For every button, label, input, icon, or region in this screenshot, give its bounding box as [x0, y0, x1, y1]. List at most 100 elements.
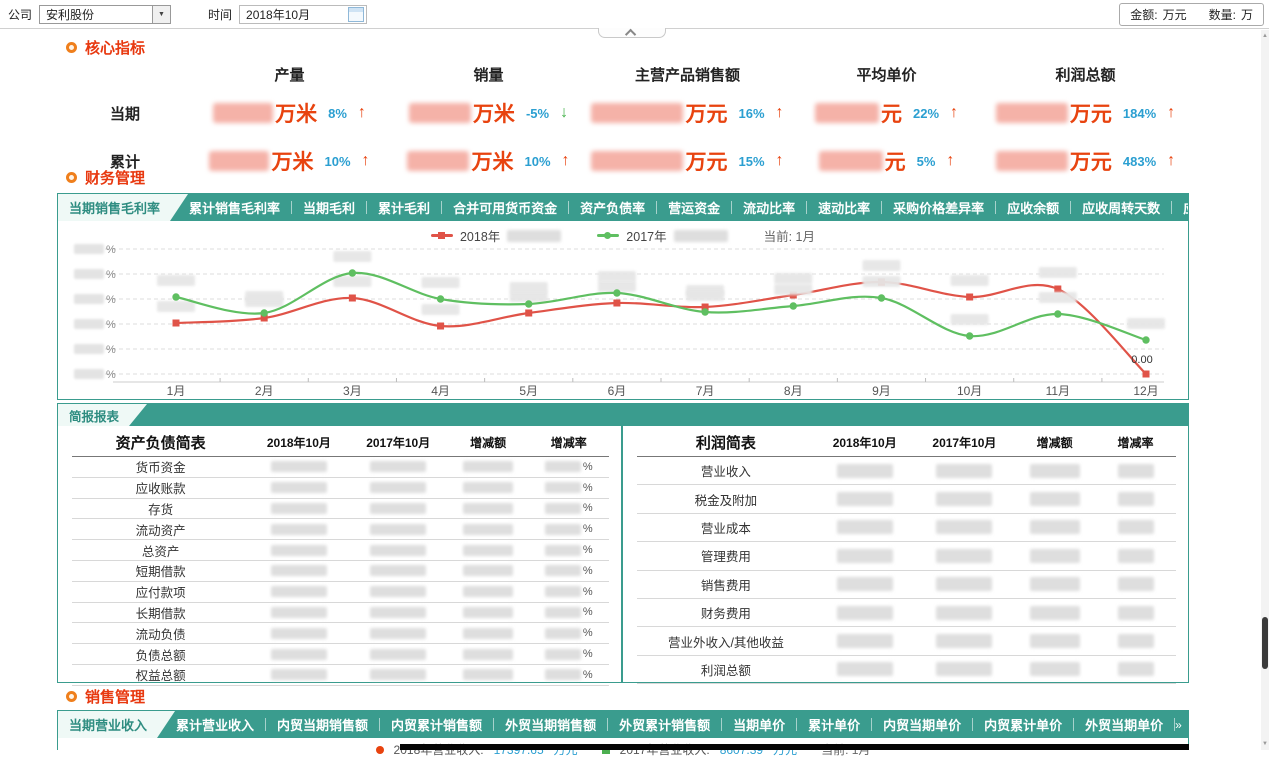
finance-tab-3[interactable]: 当期毛利: [303, 201, 356, 216]
percent-suffix: %: [582, 523, 593, 536]
redacted-value: [544, 502, 581, 514]
trend-up-icon: ↑: [1167, 104, 1176, 121]
table-header-row: 利润简表 2018年10月 2017年10月 增减额 增减率: [637, 428, 1176, 457]
legend-marker-shape: [437, 232, 445, 239]
scrollbar-thumb[interactable]: [1262, 617, 1268, 669]
finance-tab-12[interactable]: 应收周转天数: [1082, 201, 1161, 216]
trend-up-icon: ↑: [775, 104, 784, 121]
redacted-number: [407, 151, 470, 171]
table-cell: [915, 662, 1015, 677]
line-chart-canvas: %%%%%% 1月 2月 3月 4月 5月 6月 7月 8月 9月 10月 11月 12月 0.00: [74, 244, 1165, 398]
data-point: [525, 309, 533, 317]
finance-tab-4[interactable]: 累计毛利: [378, 201, 431, 216]
y-tick-suffix: %: [106, 344, 116, 356]
trend-up-icon: ↑: [361, 152, 370, 169]
table-cell: [249, 586, 348, 598]
calendar-icon[interactable]: [348, 6, 365, 22]
indicator-value: 万元: [591, 98, 727, 128]
finance-tab-2[interactable]: 累计销售毛利率: [189, 201, 281, 216]
tab-separator: [881, 201, 883, 214]
more-tabs-icon[interactable]: »: [1175, 717, 1182, 732]
indicator-cell: 万米 10% ↑: [389, 137, 588, 185]
redacted-value: [1117, 577, 1154, 592]
y-tick-suffix: %: [106, 269, 116, 281]
tab-report[interactable]: 简报报表: [58, 404, 147, 426]
sales-tab-8[interactable]: 累计单价: [808, 718, 861, 733]
indicator-cell: 万元 483% ↑: [986, 137, 1185, 185]
finance-tab-13[interactable]: 应付余额: [1172, 194, 1188, 221]
sales-tab-2[interactable]: 累计营业收入: [176, 718, 255, 733]
tab-separator: [493, 718, 495, 731]
redacted-value: [270, 523, 327, 535]
balance-sheet-table: 资产负债简表 2018年10月 2017年10月 增减额 增减率 货币资金% 应收账款% 存货…: [58, 426, 623, 686]
sales-tab-7[interactable]: 当期单价: [733, 718, 786, 733]
redacted-value: [836, 634, 893, 649]
collapse-handle[interactable]: [598, 28, 666, 40]
percent-suffix: %: [582, 564, 593, 577]
tab-separator: [265, 718, 267, 731]
core-col-header: 产量: [274, 67, 305, 84]
indicator-unit: 万元: [1069, 151, 1112, 174]
sales-tab-11[interactable]: 外贸当期单价: [1085, 718, 1164, 733]
table-cell: [915, 577, 1015, 592]
y-tick-redacted: [74, 319, 104, 329]
redacted-value: [544, 461, 581, 473]
scroll-down-arrow-icon[interactable]: ▼: [1262, 741, 1268, 747]
sales-tab-3[interactable]: 内贸当期销售额: [277, 718, 369, 733]
table-cell: [249, 565, 348, 577]
trend-up-icon: ↑: [775, 152, 784, 169]
redacted-value: [463, 627, 514, 639]
redacted-value: [544, 648, 581, 660]
indicator-change-pct: 22%: [912, 105, 940, 121]
x-tick-label: 12月: [1133, 384, 1158, 398]
data-point-redacted-label: [774, 284, 813, 295]
sales-tab-10[interactable]: 内贸累计单价: [984, 718, 1063, 733]
redacted-value: [544, 565, 581, 577]
data-point-redacted-label: [509, 282, 548, 293]
finance-tab-9[interactable]: 速动比率: [818, 201, 871, 216]
redacted-value: [544, 627, 581, 639]
table-title: 利润简表: [695, 434, 756, 452]
topbar: 公司 安利股份 ▼ 时间 2018年10月 金额: 万元 数量: 万: [0, 0, 1269, 29]
table-cell: [815, 577, 915, 592]
redacted-value: [270, 544, 327, 556]
tab-separator: [871, 718, 873, 731]
scroll-up-arrow-icon[interactable]: ▲: [1262, 33, 1268, 39]
finance-tab-10[interactable]: 采购价格差异率: [893, 201, 985, 216]
redacted-number: [213, 103, 274, 123]
table-cell: [448, 544, 529, 556]
x-tick-label: 10月: [957, 384, 982, 398]
table-cell: [349, 627, 448, 639]
finance-tab-11[interactable]: 应收余额: [1007, 201, 1060, 216]
redacted-value: [544, 586, 581, 598]
finance-tab-6[interactable]: 资产负债率: [580, 201, 646, 216]
data-point-redacted-label: [597, 271, 636, 282]
finance-tab-8[interactable]: 流动比率: [743, 201, 796, 216]
table-row: 存货%: [72, 499, 609, 520]
table-cell: [448, 627, 529, 639]
sales-tab-4[interactable]: 内贸累计销售额: [391, 718, 483, 733]
company-select[interactable]: 安利股份 ▼: [39, 4, 172, 24]
data-point: [437, 322, 445, 330]
dropdown-arrow-icon[interactable]: ▼: [152, 5, 171, 23]
sales-tab-6[interactable]: 外贸累计销售额: [619, 718, 711, 733]
finance-tab-7[interactable]: 营运资金: [668, 201, 721, 216]
time-input[interactable]: 2018年10月: [239, 4, 368, 24]
data-point-redacted-label: [950, 275, 989, 286]
finance-tab-1[interactable]: 当期销售毛利率: [58, 194, 188, 221]
table-cell: [1095, 634, 1176, 649]
redacted-value: [370, 606, 427, 618]
redacted-value: [270, 669, 327, 681]
sales-tab-5[interactable]: 外贸当期销售额: [505, 718, 597, 733]
row-label: 短期借款: [135, 565, 186, 580]
sales-tab-1[interactable]: 当期营业收入: [58, 711, 175, 738]
table-cell: [1095, 577, 1176, 592]
data-point-redacted-label: [950, 314, 989, 325]
sales-tab-9[interactable]: 内贸当期单价: [883, 718, 962, 733]
y-tick-suffix: %: [106, 369, 116, 381]
finance-tab-5[interactable]: 合并可用货币资金: [453, 201, 558, 216]
vertical-scrollbar[interactable]: ▲ ▼: [1261, 30, 1269, 750]
legend-circle-marker-icon: [597, 232, 620, 239]
profit-table: 利润简表 2018年10月 2017年10月 增减额 增减率 营业收入 税金及附加 营业成本管…: [623, 426, 1188, 685]
data-point: [348, 294, 356, 302]
